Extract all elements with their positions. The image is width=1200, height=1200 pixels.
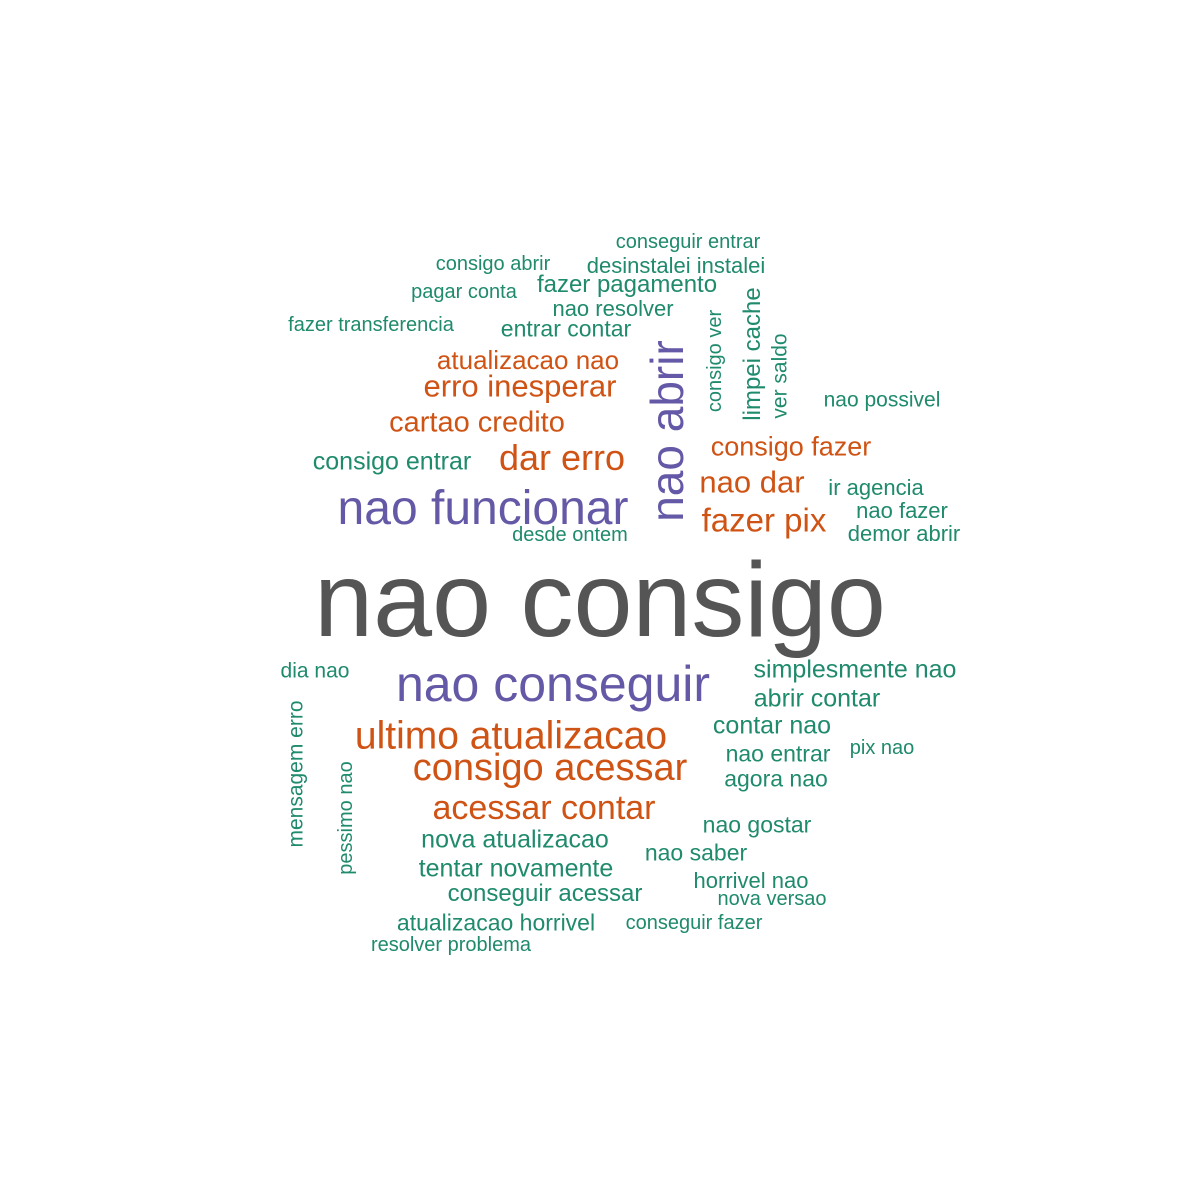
word-mensagem-erro: mensagem erro bbox=[284, 700, 308, 848]
word-acessar-contar: acessar contar bbox=[432, 789, 656, 827]
word-fazer-transferencia: fazer transferencia bbox=[288, 314, 454, 336]
word-consigo-entrar: consigo entrar bbox=[312, 447, 472, 476]
word-nao-gostar: nao gostar bbox=[702, 811, 812, 838]
word-conseguir-fazer: conseguir fazer bbox=[625, 912, 763, 934]
word-conseguir-entrar: conseguir entrar bbox=[615, 231, 761, 253]
word-demor-abrir: demor abrir bbox=[847, 521, 961, 546]
word-abrir-contar: abrir contar bbox=[753, 684, 881, 713]
word-limpei-cache: limpei cache bbox=[739, 287, 766, 421]
word-desinstalei-instalei: desinstalei instalei bbox=[586, 253, 766, 278]
word-tentar-novamente: tentar novamente bbox=[418, 854, 614, 883]
word-dia-nao: dia nao bbox=[280, 659, 350, 683]
word-nova-atualizacao: nova atualizacao bbox=[421, 825, 609, 854]
word-nova-versao: nova versao bbox=[717, 888, 827, 910]
word-agora-nao: agora nao bbox=[724, 765, 828, 792]
word-nao-consigo: nao consigo bbox=[314, 541, 886, 659]
word-fazer-pix: fazer pix bbox=[701, 501, 827, 539]
word-nao-funcionar: nao funcionar bbox=[337, 482, 629, 535]
word-fazer-pagamento: fazer pagamento bbox=[536, 271, 718, 298]
word-erro-inesperar: erro inesperar bbox=[423, 368, 617, 404]
word-pessimo-nao: pessimo nao bbox=[335, 761, 357, 875]
word-cartao-credito: cartao credito bbox=[389, 406, 565, 439]
word-nao-entrar: nao entrar bbox=[725, 740, 831, 767]
word-resolver-problema: resolver problema bbox=[370, 934, 532, 956]
word-entrar-contar: entrar contar bbox=[500, 315, 632, 342]
word-dar-erro: dar erro bbox=[498, 437, 626, 478]
word-consigo-acessar: consigo acessar bbox=[412, 747, 688, 789]
word-ultimo-atualizacao: ultimo atualizacao bbox=[354, 714, 668, 758]
word-horrivel-nao: horrivel nao bbox=[693, 868, 809, 893]
word-pix-nao: pix nao bbox=[849, 737, 915, 759]
word-nao-conseguir: nao conseguir bbox=[395, 656, 711, 712]
word-nao-dar: nao dar bbox=[699, 464, 805, 500]
word-atualizacao-nao: atualizacao nao bbox=[436, 345, 620, 375]
word-ver-saldo: ver saldo bbox=[768, 333, 792, 419]
word-ir-agencia: ir agencia bbox=[828, 475, 924, 500]
word-contar-nao: contar nao bbox=[712, 711, 832, 740]
word-nao-possivel: nao possivel bbox=[823, 388, 941, 412]
word-nao-fazer: nao fazer bbox=[856, 498, 948, 523]
word-consigo-ver: consigo ver bbox=[704, 309, 726, 413]
word-consigo-fazer: consigo fazer bbox=[710, 431, 872, 462]
word-nao-abrir: nao abrir bbox=[641, 340, 693, 522]
word-simplesmente-nao: simplesmente nao bbox=[753, 655, 957, 684]
word-nao-saber: nao saber bbox=[644, 839, 748, 866]
word-conseguir-acessar: conseguir acessar bbox=[447, 880, 643, 907]
word-consigo-abrir: consigo abrir bbox=[435, 253, 551, 275]
word-nao-resolver: nao resolver bbox=[552, 296, 674, 321]
word-atualizacao-horrivel: atualizacao horrivel bbox=[396, 909, 596, 936]
word-pagar-conta: pagar conta bbox=[411, 281, 517, 303]
word-desde-ontem: desde ontem bbox=[512, 524, 628, 546]
